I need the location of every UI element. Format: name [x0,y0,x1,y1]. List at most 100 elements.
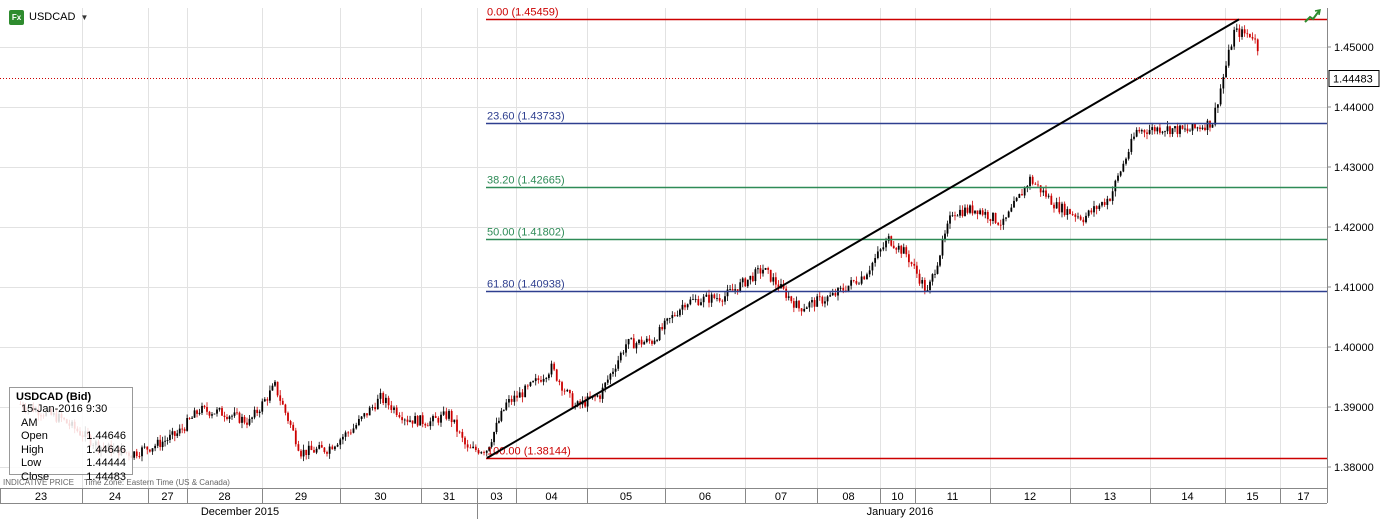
candle [571,390,574,408]
candle [1248,33,1251,38]
candle [1184,124,1186,133]
candle [1063,201,1066,217]
candle [1256,38,1259,56]
instrument-selector[interactable]: Fx USDCAD ▼ [9,8,88,26]
candle [769,269,772,283]
candle [787,291,790,301]
candle [1186,124,1189,134]
candle [414,412,417,424]
candle [411,420,414,428]
candle [599,393,601,403]
candle [764,267,767,270]
candle [1243,25,1246,37]
candle [1206,118,1209,136]
candle [710,292,713,307]
fib-level-label: 100.00 (1.38144) [487,446,571,458]
candle [882,242,885,252]
candle [141,445,143,462]
candle [529,381,532,388]
candle [946,220,949,237]
candle [744,277,747,288]
candle [653,337,656,345]
candle [256,406,259,417]
candle [258,409,261,418]
candle [936,262,939,275]
candle [1106,195,1109,210]
candle [513,390,516,406]
candle [334,445,336,452]
candle [263,397,266,402]
candle [651,339,653,346]
candle [681,299,684,315]
y-tick-label: 1.42000 [1334,222,1374,234]
candle [1254,34,1257,44]
candle [331,444,334,450]
candle [355,422,358,430]
candle [863,275,866,280]
candle [1093,200,1095,217]
candle [566,388,569,393]
candle [526,384,529,390]
candle [450,409,453,428]
candle [534,373,537,386]
candle [908,250,910,268]
candle [954,211,956,221]
x-day-label: 28 [218,491,230,503]
candle [1125,157,1127,166]
candle [1037,180,1039,188]
candle [151,448,154,455]
candle [979,208,981,216]
candle [798,299,800,312]
candle [895,247,898,254]
candle [1138,127,1141,134]
candle [156,436,159,449]
candle [133,451,136,460]
candle [274,379,276,388]
candle [1171,128,1174,137]
info-datetime: 15-Jan-2016 9:30 AM [21,403,108,429]
candle [645,336,648,344]
y-tick-label: 1.43000 [1334,162,1374,174]
candle [716,293,718,302]
candle [984,208,987,219]
candle [741,277,744,288]
candle [676,310,679,317]
candle [609,372,612,385]
candle [1161,130,1164,135]
candle [445,407,448,421]
candle [448,409,450,421]
chevron-down-icon[interactable]: ▼ [80,12,89,22]
price-type-label: INDICATIVE PRICE [3,478,74,487]
candle [999,219,1002,231]
candle [542,374,545,386]
candle [1119,170,1122,178]
candle [1179,124,1181,138]
candle [138,452,141,459]
candle [774,272,777,289]
trend-line-icon[interactable] [1304,8,1322,24]
candle [1222,73,1225,94]
x-day-label: 12 [1024,491,1036,503]
candle [193,407,196,418]
candle [868,265,871,278]
candle [1146,129,1148,140]
candle [289,419,292,429]
candle [166,437,169,445]
candle [326,450,328,457]
candle [206,402,208,415]
candle [1026,184,1029,193]
x-day-label: 30 [374,491,386,503]
candle [406,415,409,426]
x-day-label: 10 [891,491,903,503]
candle [994,212,997,224]
candle [792,297,795,313]
candle [518,387,521,398]
candle [989,218,992,226]
candle [1219,84,1222,107]
candle [281,397,284,405]
candle [203,404,206,409]
candle [550,360,553,378]
candle [502,409,505,412]
candle [1181,124,1184,130]
